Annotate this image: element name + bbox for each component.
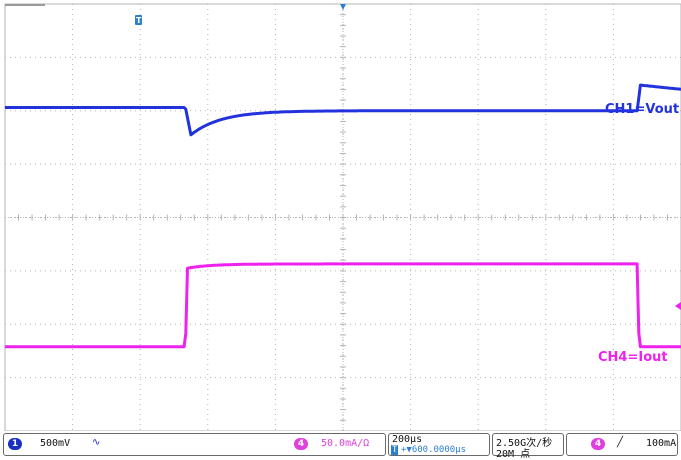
ch1-trace-label: CH1=Vout [605,102,679,117]
acquisition-box[interactable]: 2.50G次/秒 20M 点 [492,433,564,460]
scope-display: CH1=Vout CH4=Iout T [4,3,681,431]
graticule [4,3,681,431]
trigger-level: 100mA [646,438,677,449]
trigger-position-marker[interactable] [135,15,142,25]
center-time-marker [340,4,346,10]
ch1-coupling-icon: ∿ [92,437,101,448]
trigger-source-badge: 4 [591,438,605,450]
traces [5,83,681,349]
trigger-position-marker-label: T [136,16,142,25]
markers: T [5,4,681,310]
status-bar: 1 500mV ∿ 4 50.0mA/Ω 200μs T +▼600.0000μ… [0,432,681,460]
top-left-indicator [5,4,45,6]
trigger-level-marker[interactable] [675,302,681,310]
timebase-box[interactable]: 200μs T +▼600.0000μs [388,433,490,456]
ch4-iout-trace [5,262,681,349]
ch1-status-box[interactable]: 1 500mV ∿ 4 50.0mA/Ω [3,433,386,456]
ch4-number-badge: 4 [294,438,308,450]
ch1-scale: 500mV [40,438,71,449]
trigger-offset: +▼600.0000μs [401,445,467,455]
ch4-scale: 50.0mA/Ω [321,438,370,449]
trace-labels: CH1=Vout CH4=Iout [598,102,679,365]
ch4-trace-label: CH4=Iout [598,350,668,365]
ch1-vout-trace [5,83,681,137]
trigger-box[interactable]: 4 ╱ 100mA [566,433,678,456]
record-length: 20M 点 [496,449,531,460]
ch1-number-badge: 1 [8,438,22,450]
trigger-position-icon: T [391,445,399,455]
sample-rate: 2.50G次/秒 [496,438,553,449]
trigger-slope-icon: ╱ [617,437,624,448]
timebase-scale: 200μs [392,434,423,445]
